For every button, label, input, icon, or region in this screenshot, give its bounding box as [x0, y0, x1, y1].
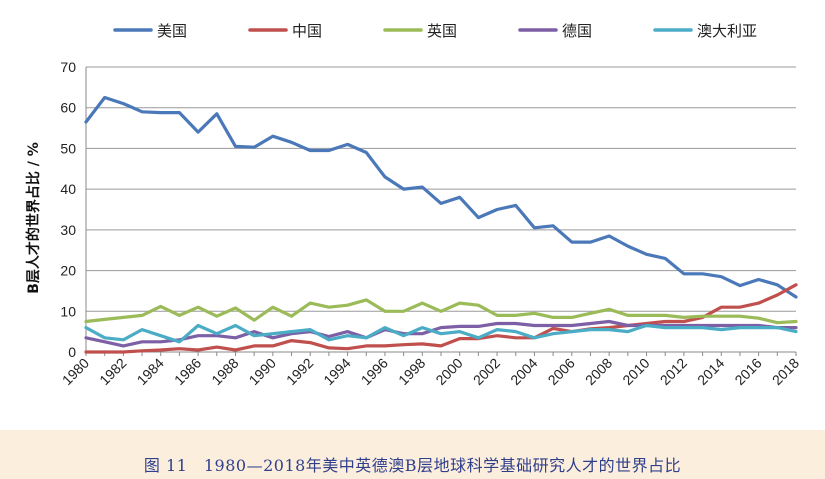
- series-line-2: [84, 298, 798, 325]
- x-tick-label: 1996: [358, 355, 391, 388]
- x-tick-label: 1980: [59, 355, 92, 388]
- chart-panel: 0 10 20 30 40 50 60 70 1980 1982 1984 1986 1988 1990 1…: [0, 0, 825, 430]
- series-line-1: [84, 283, 798, 354]
- x-tick-label: 2006: [545, 355, 578, 388]
- x-tick-label: 1988: [208, 355, 241, 388]
- x-tick-label: 2000: [432, 355, 465, 388]
- x-tick-label: 2008: [582, 355, 615, 388]
- y-tick-label: 10: [60, 303, 76, 319]
- legend-label: 德国: [562, 22, 592, 40]
- x-tick-label: 2002: [470, 355, 503, 388]
- legend-item-4: 澳大利亚: [653, 22, 757, 40]
- y-tick-label: 20: [60, 263, 76, 279]
- x-tick-label: 2010: [619, 355, 652, 388]
- legend-item-2: 英国: [383, 22, 457, 40]
- x-tick-label: 1990: [246, 355, 279, 388]
- legend-item-3: 德国: [518, 22, 592, 40]
- legend-label: 英国: [427, 22, 457, 40]
- series-line-0: [84, 95, 798, 299]
- figure-caption: 图 11 1980—2018年美中英德澳B层地球科学基础研究人才的世界占比: [143, 456, 682, 475]
- y-tick-label: 40: [60, 181, 76, 197]
- y-tick-label: 60: [60, 100, 76, 116]
- x-tick-label: 1984: [134, 355, 167, 388]
- x-tick-label: 1994: [320, 355, 353, 388]
- x-tick-label: 2004: [507, 355, 540, 388]
- legend-label: 澳大利亚: [697, 22, 757, 40]
- y-tick-label: 30: [60, 222, 76, 238]
- x-tick-label: 2012: [657, 355, 690, 388]
- x-tick-label: 1982: [96, 355, 129, 388]
- x-tick-label: 1986: [171, 355, 204, 388]
- y-tick-label: 0: [68, 344, 76, 360]
- y-axis-title: B层人才的世界占比 / %: [25, 142, 42, 294]
- y-tick-label: 70: [60, 59, 76, 75]
- legend-item-1: 中国: [248, 22, 322, 40]
- x-tick-label: 2018: [769, 355, 802, 388]
- legend: 美国 中国 英国 德国 澳大利亚: [113, 22, 757, 40]
- gridlines: [86, 66, 796, 312]
- x-tick-label: 1992: [283, 355, 316, 388]
- x-tick-label: 2016: [731, 355, 764, 388]
- x-tick-label: 1998: [395, 355, 428, 388]
- series-lines: [84, 95, 798, 354]
- x-tick-label: 2014: [694, 355, 727, 388]
- legend-label: 美国: [157, 22, 187, 40]
- y-tick-label: 50: [60, 140, 76, 156]
- series-line-4: [84, 323, 798, 344]
- series-line-3: [84, 319, 798, 348]
- legend-label: 中国: [292, 22, 322, 40]
- legend-item-0: 美国: [113, 22, 187, 40]
